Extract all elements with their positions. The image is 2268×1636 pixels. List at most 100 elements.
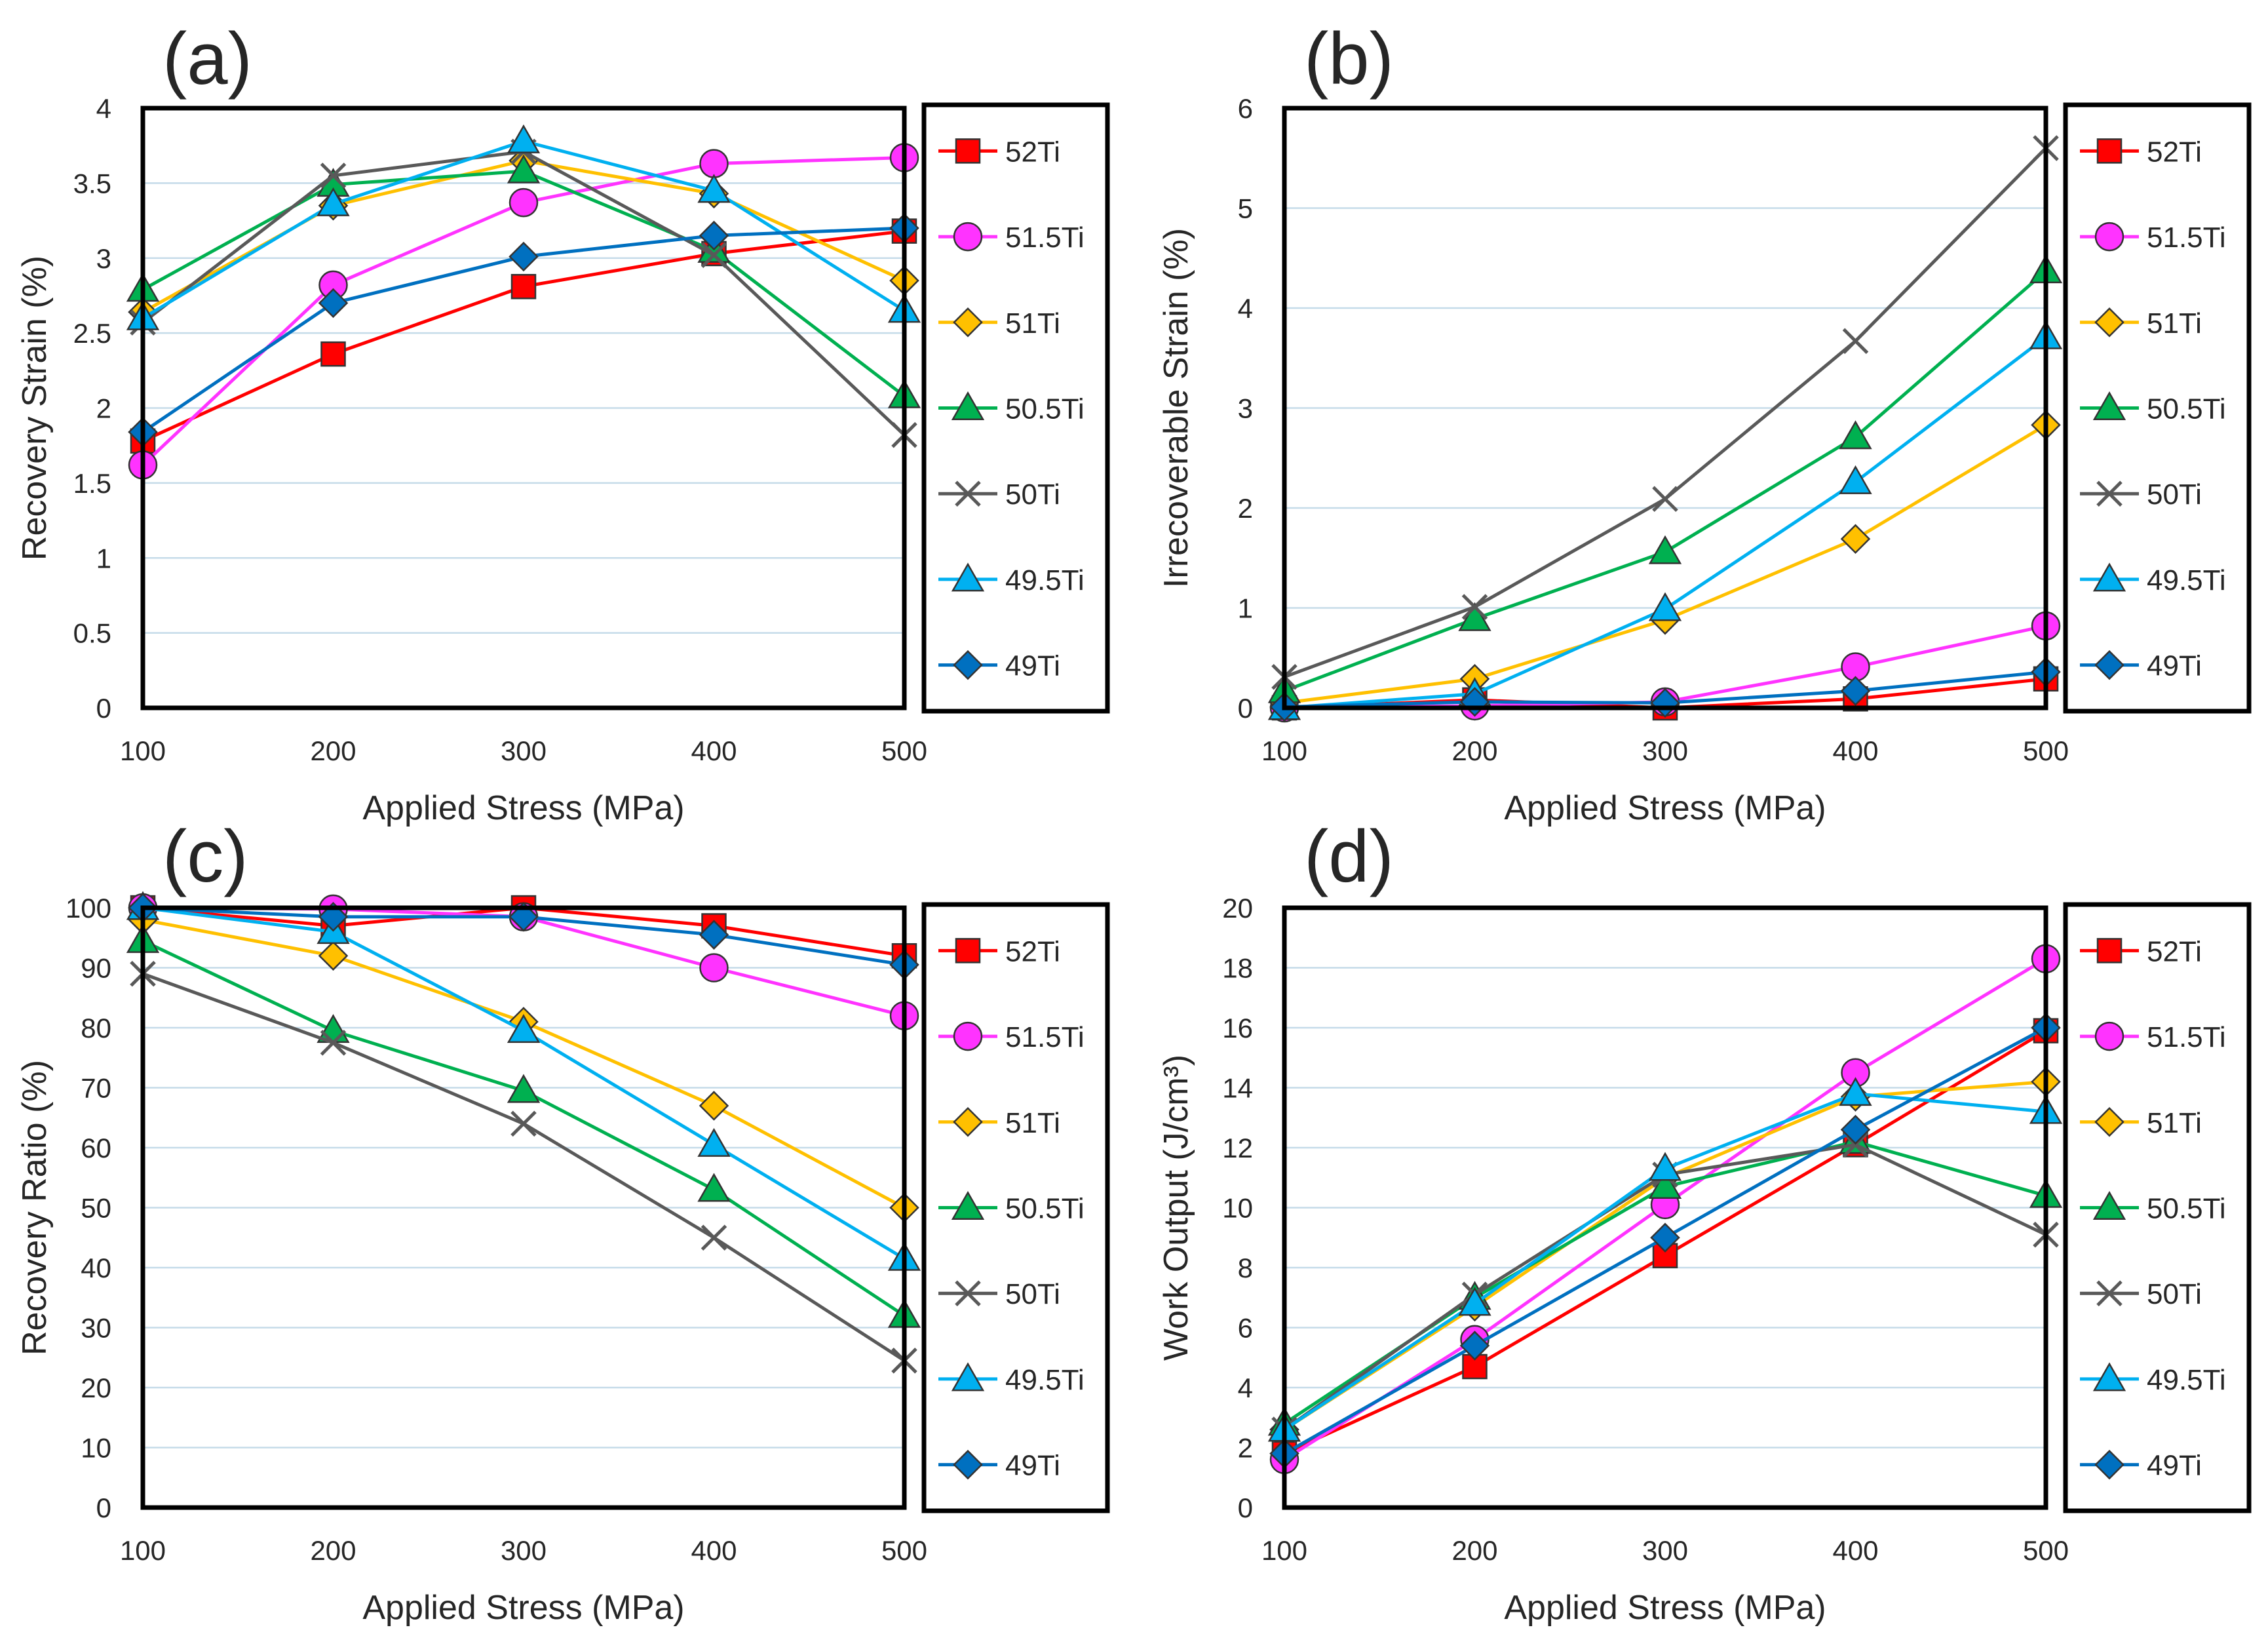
legend-marker — [955, 480, 981, 507]
legend-label: 51.5Ti — [1005, 1021, 1085, 1053]
y-tick-label: 4 — [1238, 293, 1253, 324]
data-point — [1839, 465, 1872, 494]
x-tick-label: 100 — [120, 1535, 166, 1566]
legend-entry: 49.5Ti — [2080, 1362, 2226, 1396]
data-point — [1648, 1152, 1682, 1181]
legend-entry: 50.5Ti — [938, 391, 1085, 425]
y-tick-label: 3 — [1238, 393, 1253, 424]
legend-marker — [2096, 1280, 2123, 1306]
panel-label: (b) — [1304, 18, 1394, 100]
legend-label: 49.5Ti — [2147, 1364, 2226, 1396]
y-tick-label: 10 — [1222, 1193, 1253, 1224]
data-point — [510, 1110, 537, 1137]
x-tick-label: 100 — [1261, 1535, 1307, 1566]
y-tick-label: 4 — [1238, 1373, 1253, 1403]
data-point — [1650, 1222, 1680, 1253]
panel-a: 0 0.5 1 1.5 2 2.5 3 3.5 4 100 200 300 400 500 Applied … — [16, 18, 1110, 827]
legend-label: 51Ti — [2147, 307, 2202, 340]
x-axis-label: Applied Stress (MPa) — [362, 789, 684, 827]
legend: 52Ti 51.5Ti 51Ti 50.5Ti 50Ti 49.5Ti 49Ti — [921, 102, 1110, 714]
data-point — [1842, 328, 1869, 355]
legend-label: 50.5Ti — [1005, 1193, 1085, 1225]
legend-label: 49.5Ti — [1005, 1364, 1085, 1396]
legend-marker — [953, 650, 983, 680]
y-tick-label: 2 — [1238, 1433, 1253, 1464]
data-point — [1458, 1287, 1491, 1316]
legend-entry: 52Ti — [938, 935, 1060, 967]
data-point — [510, 273, 537, 300]
panel-b: 0 1 2 3 4 5 6 100 200 300 400 500 Applied Stress (MP… — [1157, 18, 2252, 827]
x-tick-label: 300 — [1642, 1535, 1688, 1566]
x-tick-label: 300 — [501, 1535, 547, 1566]
y-axis-label: Recovery Ratio (%) — [16, 1060, 54, 1355]
legend-entry: 49Ti — [938, 1450, 1060, 1482]
y-tick-label: 16 — [1222, 1013, 1253, 1043]
y-tick-label: 1 — [96, 543, 111, 574]
legend-label: 49.5Ti — [2147, 564, 2226, 596]
y-tick-label: 0 — [96, 693, 111, 724]
y-tick-label: 40 — [81, 1253, 111, 1283]
legend-label: 49.5Ti — [1005, 564, 1085, 596]
data-point — [697, 1127, 731, 1157]
legend-entry: 49Ti — [938, 650, 1060, 682]
legend-entry: 52Ti — [938, 136, 1060, 168]
legend-entry: 51Ti — [938, 307, 1060, 340]
data-point — [507, 1014, 541, 1043]
legend-entry: 50Ti — [2080, 1278, 2202, 1310]
data-point — [1840, 1114, 1871, 1145]
y-tick-label: 50 — [81, 1193, 111, 1224]
y-tick-label: 80 — [81, 1013, 111, 1043]
plot-frame — [1282, 106, 2048, 711]
legend-label: 49Ti — [1005, 650, 1060, 682]
data-point — [1839, 1077, 1872, 1106]
y-tick-label: 6 — [1238, 1313, 1253, 1344]
data-point — [1648, 535, 1682, 564]
data-point — [507, 154, 541, 184]
panel-d: 0 2 4 6 8 10 12 14 16 18 20 100 200 300 400 500 Applied … — [1157, 815, 2252, 1627]
data-point — [507, 1074, 541, 1103]
y-axis-label: Recovery Strain (%) — [16, 256, 54, 560]
x-axis-label: Applied Stress (MPa) — [362, 1589, 684, 1627]
data-point — [699, 149, 729, 178]
data-point — [699, 220, 729, 251]
legend-marker — [2096, 138, 2123, 164]
legend-entry: 50Ti — [938, 1278, 1060, 1310]
data-point — [1648, 592, 1682, 621]
legend: 52Ti 51.5Ti 51Ti 50.5Ti 50Ti 49.5Ti 49Ti — [2063, 902, 2252, 1513]
y-tick-label: 90 — [81, 953, 111, 984]
data-point — [320, 1030, 347, 1056]
legend-label: 50Ti — [2147, 478, 2202, 511]
series-51.5Ti — [128, 143, 919, 480]
y-axis-label: Work Output (J/cm³) — [1157, 1055, 1195, 1361]
series-line — [142, 918, 906, 1209]
legend-entry: 50.5Ti — [2080, 1190, 2226, 1225]
legend-marker — [2094, 1449, 2124, 1480]
x-tick-label: 100 — [120, 735, 166, 766]
legend-entry: 52Ti — [2080, 935, 2202, 967]
y-tick-label: 4 — [96, 93, 111, 124]
series-line — [142, 939, 906, 1317]
x-tick-label: 200 — [1451, 1535, 1497, 1566]
legend-marker — [955, 138, 981, 164]
legend-marker — [2094, 1107, 2124, 1137]
series-49Ti — [128, 213, 919, 447]
x-tick-label: 200 — [1451, 735, 1497, 766]
series-line — [1284, 336, 2047, 710]
panel-label: (a) — [163, 18, 252, 100]
data-point — [318, 288, 349, 319]
legend-marker — [951, 1190, 985, 1220]
y-tick-label: 3 — [96, 243, 111, 274]
legend-label: 50.5Ti — [2147, 1193, 2226, 1225]
plot-frame — [140, 106, 907, 711]
legend-marker — [951, 1362, 985, 1392]
x-tick-label: 400 — [1832, 1535, 1878, 1566]
legend-entry: 51.5Ti — [2080, 222, 2226, 254]
data-point — [697, 174, 731, 203]
legend-label: 50Ti — [1005, 478, 1060, 511]
y-tick-label: 14 — [1222, 1073, 1253, 1104]
legend-entry: 52Ti — [2080, 136, 2202, 168]
y-tick-label: 20 — [1222, 893, 1253, 924]
legend-marker — [955, 938, 981, 964]
data-point — [1648, 1169, 1682, 1199]
data-point — [701, 242, 727, 268]
